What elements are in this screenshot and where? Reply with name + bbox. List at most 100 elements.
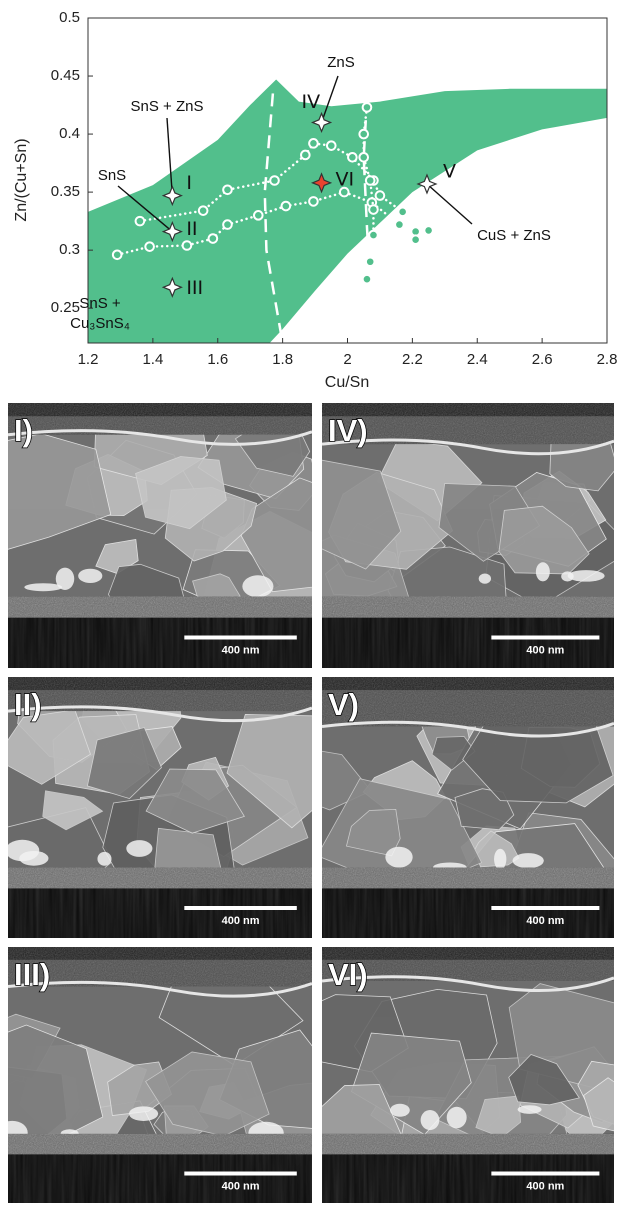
grain — [154, 827, 222, 868]
phase-boundary — [263, 93, 284, 343]
scale-bar-label: 400 nm — [526, 915, 564, 927]
data-point — [222, 219, 233, 230]
data-point — [423, 225, 434, 236]
data-point — [361, 273, 373, 285]
grains — [322, 983, 614, 1134]
bright-spot — [97, 851, 112, 866]
y-tick-label: 0.5 — [59, 9, 80, 26]
data-point — [374, 190, 386, 201]
grain — [8, 434, 112, 550]
sample-star — [161, 220, 183, 243]
sample-star — [310, 172, 333, 194]
substrate-top-noise — [8, 596, 312, 618]
bright-spot — [390, 1103, 410, 1117]
data-point — [252, 210, 264, 221]
y-tick-label: 0.3 — [59, 241, 80, 258]
cap-noise — [322, 947, 614, 981]
bright-spot — [433, 862, 467, 868]
annotation: Cu₃SnS₄ — [70, 315, 130, 332]
grain — [549, 444, 614, 492]
sample-label: II — [186, 218, 197, 240]
interface — [322, 975, 614, 993]
sample-star — [416, 173, 438, 195]
x-axis-title: Cu/Sn — [325, 374, 369, 391]
data-point — [347, 151, 358, 163]
data-point — [397, 206, 408, 218]
data-point — [300, 149, 311, 161]
leader-line — [320, 75, 339, 123]
x-tick-label: 2.6 — [532, 351, 553, 368]
panel-label: IV) — [328, 413, 368, 448]
scale-bar-label: 400 nm — [222, 915, 260, 927]
bright-spot — [55, 567, 75, 590]
grain — [583, 1077, 614, 1132]
scale-bar-label: 400 nm — [526, 644, 564, 656]
bright-spot — [494, 848, 507, 868]
grain — [192, 573, 241, 597]
y-tick-label: 0.45 — [51, 67, 80, 84]
bright-spot — [561, 571, 574, 582]
grain — [42, 790, 104, 831]
substrate-top-noise — [322, 867, 614, 889]
bright-spot — [535, 562, 550, 582]
leader-line — [166, 117, 174, 196]
cap-noise — [8, 403, 312, 435]
bright-spot — [567, 570, 605, 582]
panel-label: III) — [14, 957, 50, 992]
sample-label: III — [186, 277, 203, 299]
data-point — [410, 234, 421, 245]
bright-spot — [8, 1120, 28, 1134]
grains — [322, 444, 614, 597]
grain — [86, 727, 162, 800]
plot-area — [88, 79, 607, 343]
y-tick-label: 0.4 — [59, 125, 80, 142]
leader-line — [117, 185, 173, 233]
cap-noise — [322, 403, 614, 445]
micrograph — [8, 403, 312, 668]
grain — [226, 714, 312, 829]
bright-spot — [385, 846, 413, 868]
sample-label: V — [443, 160, 456, 182]
bright-spot — [420, 1110, 440, 1131]
grain — [135, 456, 227, 530]
cap-noise — [8, 947, 312, 987]
data-point — [358, 151, 370, 163]
data-point — [308, 138, 319, 149]
grain — [108, 563, 184, 597]
interface — [322, 438, 614, 456]
leader-line — [426, 183, 473, 225]
grains — [8, 986, 312, 1134]
data-point — [222, 184, 233, 196]
substrate-top-noise — [8, 867, 312, 889]
y-tick-label: 0.25 — [51, 299, 80, 316]
scale-bar-label: 400 nm — [222, 1180, 260, 1192]
interface — [8, 429, 312, 446]
data-point — [269, 175, 280, 186]
sample-star — [161, 276, 183, 298]
grain — [8, 711, 91, 785]
grain — [8, 1024, 104, 1134]
annotation: SnS + — [79, 295, 121, 312]
sample-star — [161, 184, 183, 207]
grain — [431, 736, 476, 771]
panel-label: I) — [14, 413, 33, 448]
data-point — [364, 256, 376, 268]
x-tick-label: 1.4 — [142, 351, 163, 368]
substrate — [8, 617, 312, 668]
panel-label: VI) — [328, 957, 368, 992]
grain — [234, 434, 311, 477]
grain — [438, 483, 541, 562]
grain — [322, 1084, 402, 1134]
data-point — [134, 215, 146, 227]
substrate-top-noise — [322, 1133, 614, 1155]
bright-spot — [512, 853, 544, 868]
data-point — [368, 204, 379, 215]
bright-spot — [60, 1129, 79, 1134]
data-point — [394, 219, 405, 230]
sample-label: IV — [302, 91, 321, 113]
micrograph — [322, 677, 614, 938]
sample-label: I — [186, 172, 192, 194]
bright-spot — [128, 1106, 159, 1121]
cap-noise — [8, 677, 312, 712]
